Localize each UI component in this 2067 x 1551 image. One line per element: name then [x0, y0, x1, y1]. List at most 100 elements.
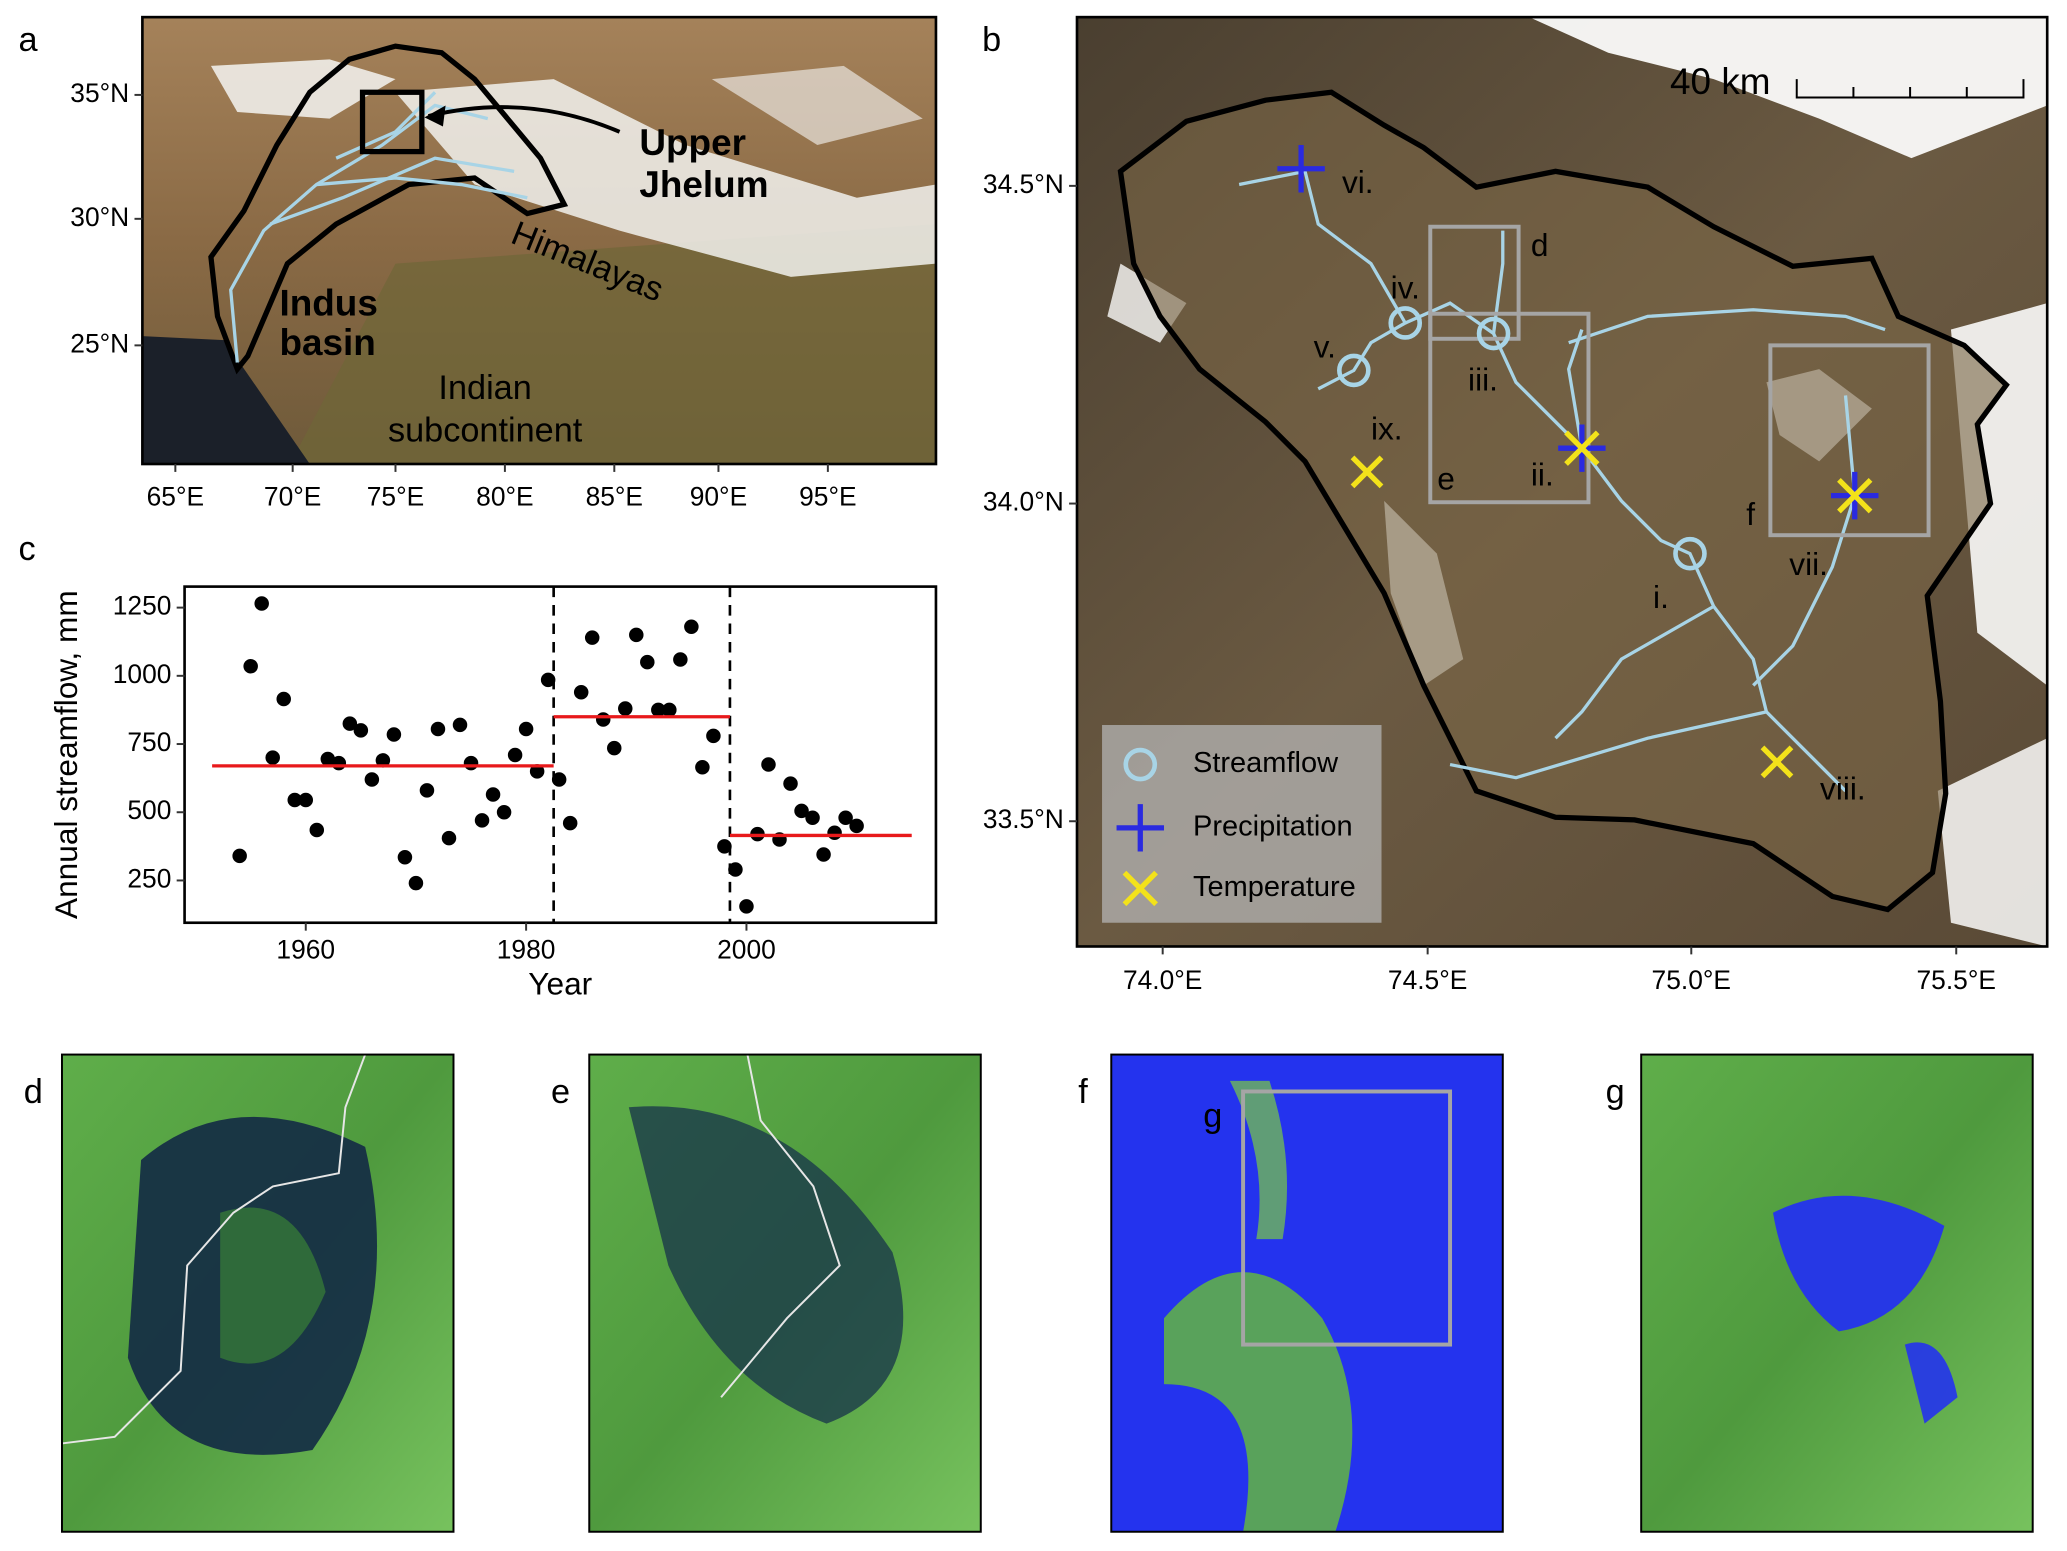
y-tick-label: 34.5°N — [983, 169, 1064, 199]
data-point — [695, 759, 710, 775]
site-label: i. — [1653, 579, 1669, 615]
data-point — [573, 684, 589, 700]
streamflow-site — [1388, 306, 1423, 340]
x-tick-label: 2000 — [717, 935, 776, 965]
map-frame — [1075, 15, 2049, 948]
data-point — [584, 630, 600, 645]
plain-area — [290, 224, 936, 465]
annotation: basin — [279, 322, 375, 363]
y-tick-label: 34.0°N — [983, 487, 1064, 517]
x-tick-label: 74.0°E — [1123, 965, 1202, 995]
data-point — [452, 717, 468, 733]
box-label: e — [1437, 461, 1455, 497]
x-tick-label: 1960 — [276, 935, 335, 965]
box-label: f — [1746, 496, 1755, 532]
x-tick-label: 1980 — [497, 935, 556, 965]
valley — [1229, 1080, 1288, 1240]
data-point — [629, 627, 644, 643]
x-tick-label: 90°E — [690, 481, 747, 511]
inset-box — [1768, 343, 1931, 538]
data-point — [673, 652, 688, 667]
data-point — [320, 751, 336, 767]
x-tick-label: 85°E — [586, 481, 643, 511]
x-tick-label: 75°E — [367, 481, 424, 511]
image-frame — [1110, 1053, 1504, 1533]
temperature-site — [1837, 477, 1873, 514]
data-point — [496, 804, 512, 820]
data-point — [430, 721, 446, 737]
x-axis-label: Year — [528, 965, 592, 1001]
data-point — [739, 899, 754, 914]
data-point — [551, 772, 567, 787]
box-label: d — [1531, 227, 1549, 263]
data-point — [485, 787, 501, 802]
streamflow-site — [1337, 353, 1371, 388]
panel-label: e — [551, 1073, 570, 1111]
data-point — [717, 839, 732, 854]
streamflow-site — [1476, 316, 1511, 351]
image-frame — [588, 1053, 982, 1533]
river — [269, 156, 515, 226]
y-tick-label: 35°N — [70, 78, 129, 108]
river — [1568, 308, 1886, 345]
river — [1238, 169, 1408, 391]
x-tick-label: 80°E — [476, 481, 533, 511]
y-tick-label: 30°N — [70, 202, 129, 232]
site-label: ix. — [1371, 410, 1403, 446]
y-tick-label: 500 — [127, 795, 171, 825]
site-label: vi. — [1342, 164, 1374, 200]
data-point — [276, 691, 291, 707]
site-label: ii. — [1531, 457, 1554, 493]
data-point — [706, 728, 721, 744]
panel-label: d — [24, 1073, 43, 1111]
sea — [142, 336, 310, 465]
data-point — [408, 875, 424, 891]
site-label: v. — [1314, 329, 1336, 365]
data-point — [441, 830, 457, 846]
x-tick-label: 65°E — [147, 481, 204, 511]
site-label: iv. — [1391, 269, 1420, 305]
y-tick-label: 1000 — [113, 659, 172, 689]
scale-bar-label: 40 km — [1670, 61, 1770, 102]
data-point — [463, 755, 479, 771]
y-tick-label: 750 — [127, 727, 171, 757]
data-point — [397, 850, 413, 865]
x-tick-label: 70°E — [264, 481, 321, 511]
box-label: g — [1203, 1097, 1222, 1135]
image-frame — [1640, 1053, 2034, 1533]
legend-label: Precipitation — [1193, 810, 1353, 842]
panel-label: f — [1078, 1073, 1088, 1111]
site-label: iii. — [1468, 362, 1498, 398]
y-tick-label: 25°N — [70, 328, 129, 358]
data-point — [827, 825, 842, 840]
site-label: viii. — [1820, 770, 1866, 806]
data-point — [419, 783, 435, 798]
arrow-head — [424, 105, 446, 127]
river — [316, 176, 528, 200]
river — [1752, 395, 1857, 687]
inset-box — [1428, 311, 1591, 505]
snow — [711, 65, 923, 146]
inset-box — [1241, 1089, 1453, 1347]
data-point — [265, 750, 280, 765]
river — [1554, 604, 1715, 740]
streamflow-site — [1673, 536, 1707, 571]
snow — [1904, 1342, 1958, 1424]
snow — [1937, 738, 2048, 947]
x-tick-label: 74.5°E — [1388, 965, 1467, 995]
y-tick-label: 250 — [127, 863, 171, 893]
data-point — [595, 712, 611, 727]
data-point — [606, 740, 622, 756]
annotation: Upper — [639, 122, 746, 163]
data-point — [761, 757, 776, 772]
river — [229, 103, 489, 363]
basin-outline — [1117, 89, 2010, 913]
y-axis-label: Annual streamflow, mm — [48, 590, 84, 919]
data-point — [529, 764, 545, 779]
data-point — [640, 654, 655, 670]
data-point — [684, 619, 699, 634]
river — [1491, 230, 1505, 334]
data-point — [331, 755, 347, 771]
